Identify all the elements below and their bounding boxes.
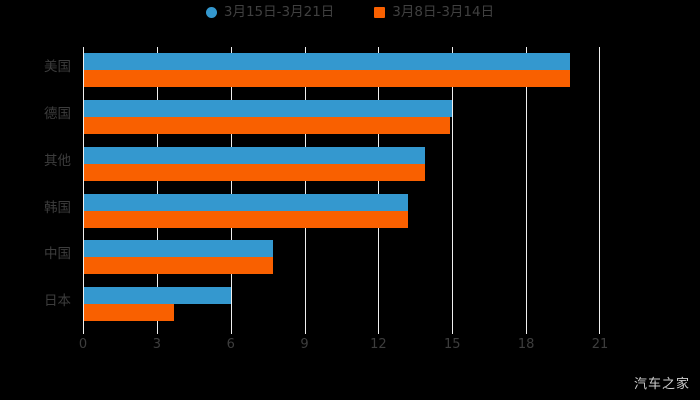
x-tick-mark-18 (526, 328, 528, 334)
legend-entry-1[interactable]: 3月8日-3月14日 (374, 4, 495, 20)
bar-其他-series-0[interactable] (84, 146, 426, 164)
gridline-15 (452, 47, 454, 328)
x-tick-mark-12 (378, 328, 380, 334)
y-axis-category-label: 中国 (44, 246, 71, 263)
chart-row: 其他 (44, 141, 600, 188)
gridline-overlap-dotted (599, 53, 600, 87)
gridline-9 (304, 47, 306, 328)
legend-label: 3月8日-3月14日 (392, 4, 495, 20)
x-tick-mark-6 (230, 328, 232, 334)
y-axis-category-label: 美国 (44, 59, 71, 75)
chart-row: 中国 (44, 234, 600, 281)
bar-德国-series-0[interactable] (84, 99, 453, 117)
legend-label: 3月15日-3月21日 (223, 4, 335, 20)
chart-row: 韩国 (44, 188, 600, 235)
x-tick-label: 9 (300, 337, 309, 352)
bar-韩国-series-1[interactable] (84, 210, 408, 228)
x-tick-label: 0 (78, 337, 88, 352)
x-tick-label: 6 (226, 337, 235, 352)
gridline-0 (83, 47, 84, 328)
chart-row: 德国 (44, 94, 600, 141)
legend-circle-marker-icon (205, 7, 217, 19)
gridline-6 (230, 47, 232, 328)
x-tick-mark-9 (304, 328, 306, 334)
x-tick-label: 15 (444, 337, 461, 352)
x-tick-mark-21 (599, 328, 600, 334)
gridline-12 (378, 47, 380, 328)
bar-韩国-series-0[interactable] (84, 193, 408, 211)
gridline-21 (599, 47, 600, 328)
bar-美国-series-0[interactable] (84, 53, 571, 70)
x-tick-label: 3 (152, 337, 161, 352)
chart-legend: 3月15日-3月21日 3月8日-3月14日 (0, 4, 700, 20)
bar-日本-series-0[interactable] (84, 287, 231, 305)
legend-entry-0[interactable]: 3月15日-3月21日 (205, 4, 335, 20)
bar-中国-series-0[interactable] (84, 240, 273, 258)
bar-其他-series-1[interactable] (84, 163, 426, 181)
x-tick-label: 18 (517, 337, 535, 352)
x-tick-label: 12 (370, 337, 387, 352)
legend-square-marker-icon (374, 7, 386, 19)
y-axis-category-label: 日本 (44, 293, 71, 310)
chart-row: 日本 (44, 281, 600, 328)
gridline-3 (156, 47, 158, 328)
y-axis-category-label: 德国 (44, 105, 71, 122)
x-tick-mark-3 (156, 328, 158, 334)
bar-日本-series-1[interactable] (84, 304, 175, 322)
bar-中国-series-1[interactable] (84, 257, 273, 275)
bar-德国-series-1[interactable] (84, 116, 450, 134)
y-axis-category-label: 韩国 (44, 199, 71, 216)
y-axis-category-label: 其他 (44, 152, 71, 169)
gridline-18 (526, 47, 528, 328)
bar-美国-series-1[interactable] (84, 70, 571, 87)
x-tick-mark-0 (83, 328, 84, 334)
watermark: 汽车之家 (633, 377, 690, 392)
chart-row: 美国 (44, 47, 600, 94)
x-tick-label: 21 (591, 337, 609, 352)
x-tick-mark-15 (452, 328, 454, 334)
plot-area: 0 3 6 9 12 15 18 21 美国德国其他韩国中国日本 (44, 47, 608, 352)
